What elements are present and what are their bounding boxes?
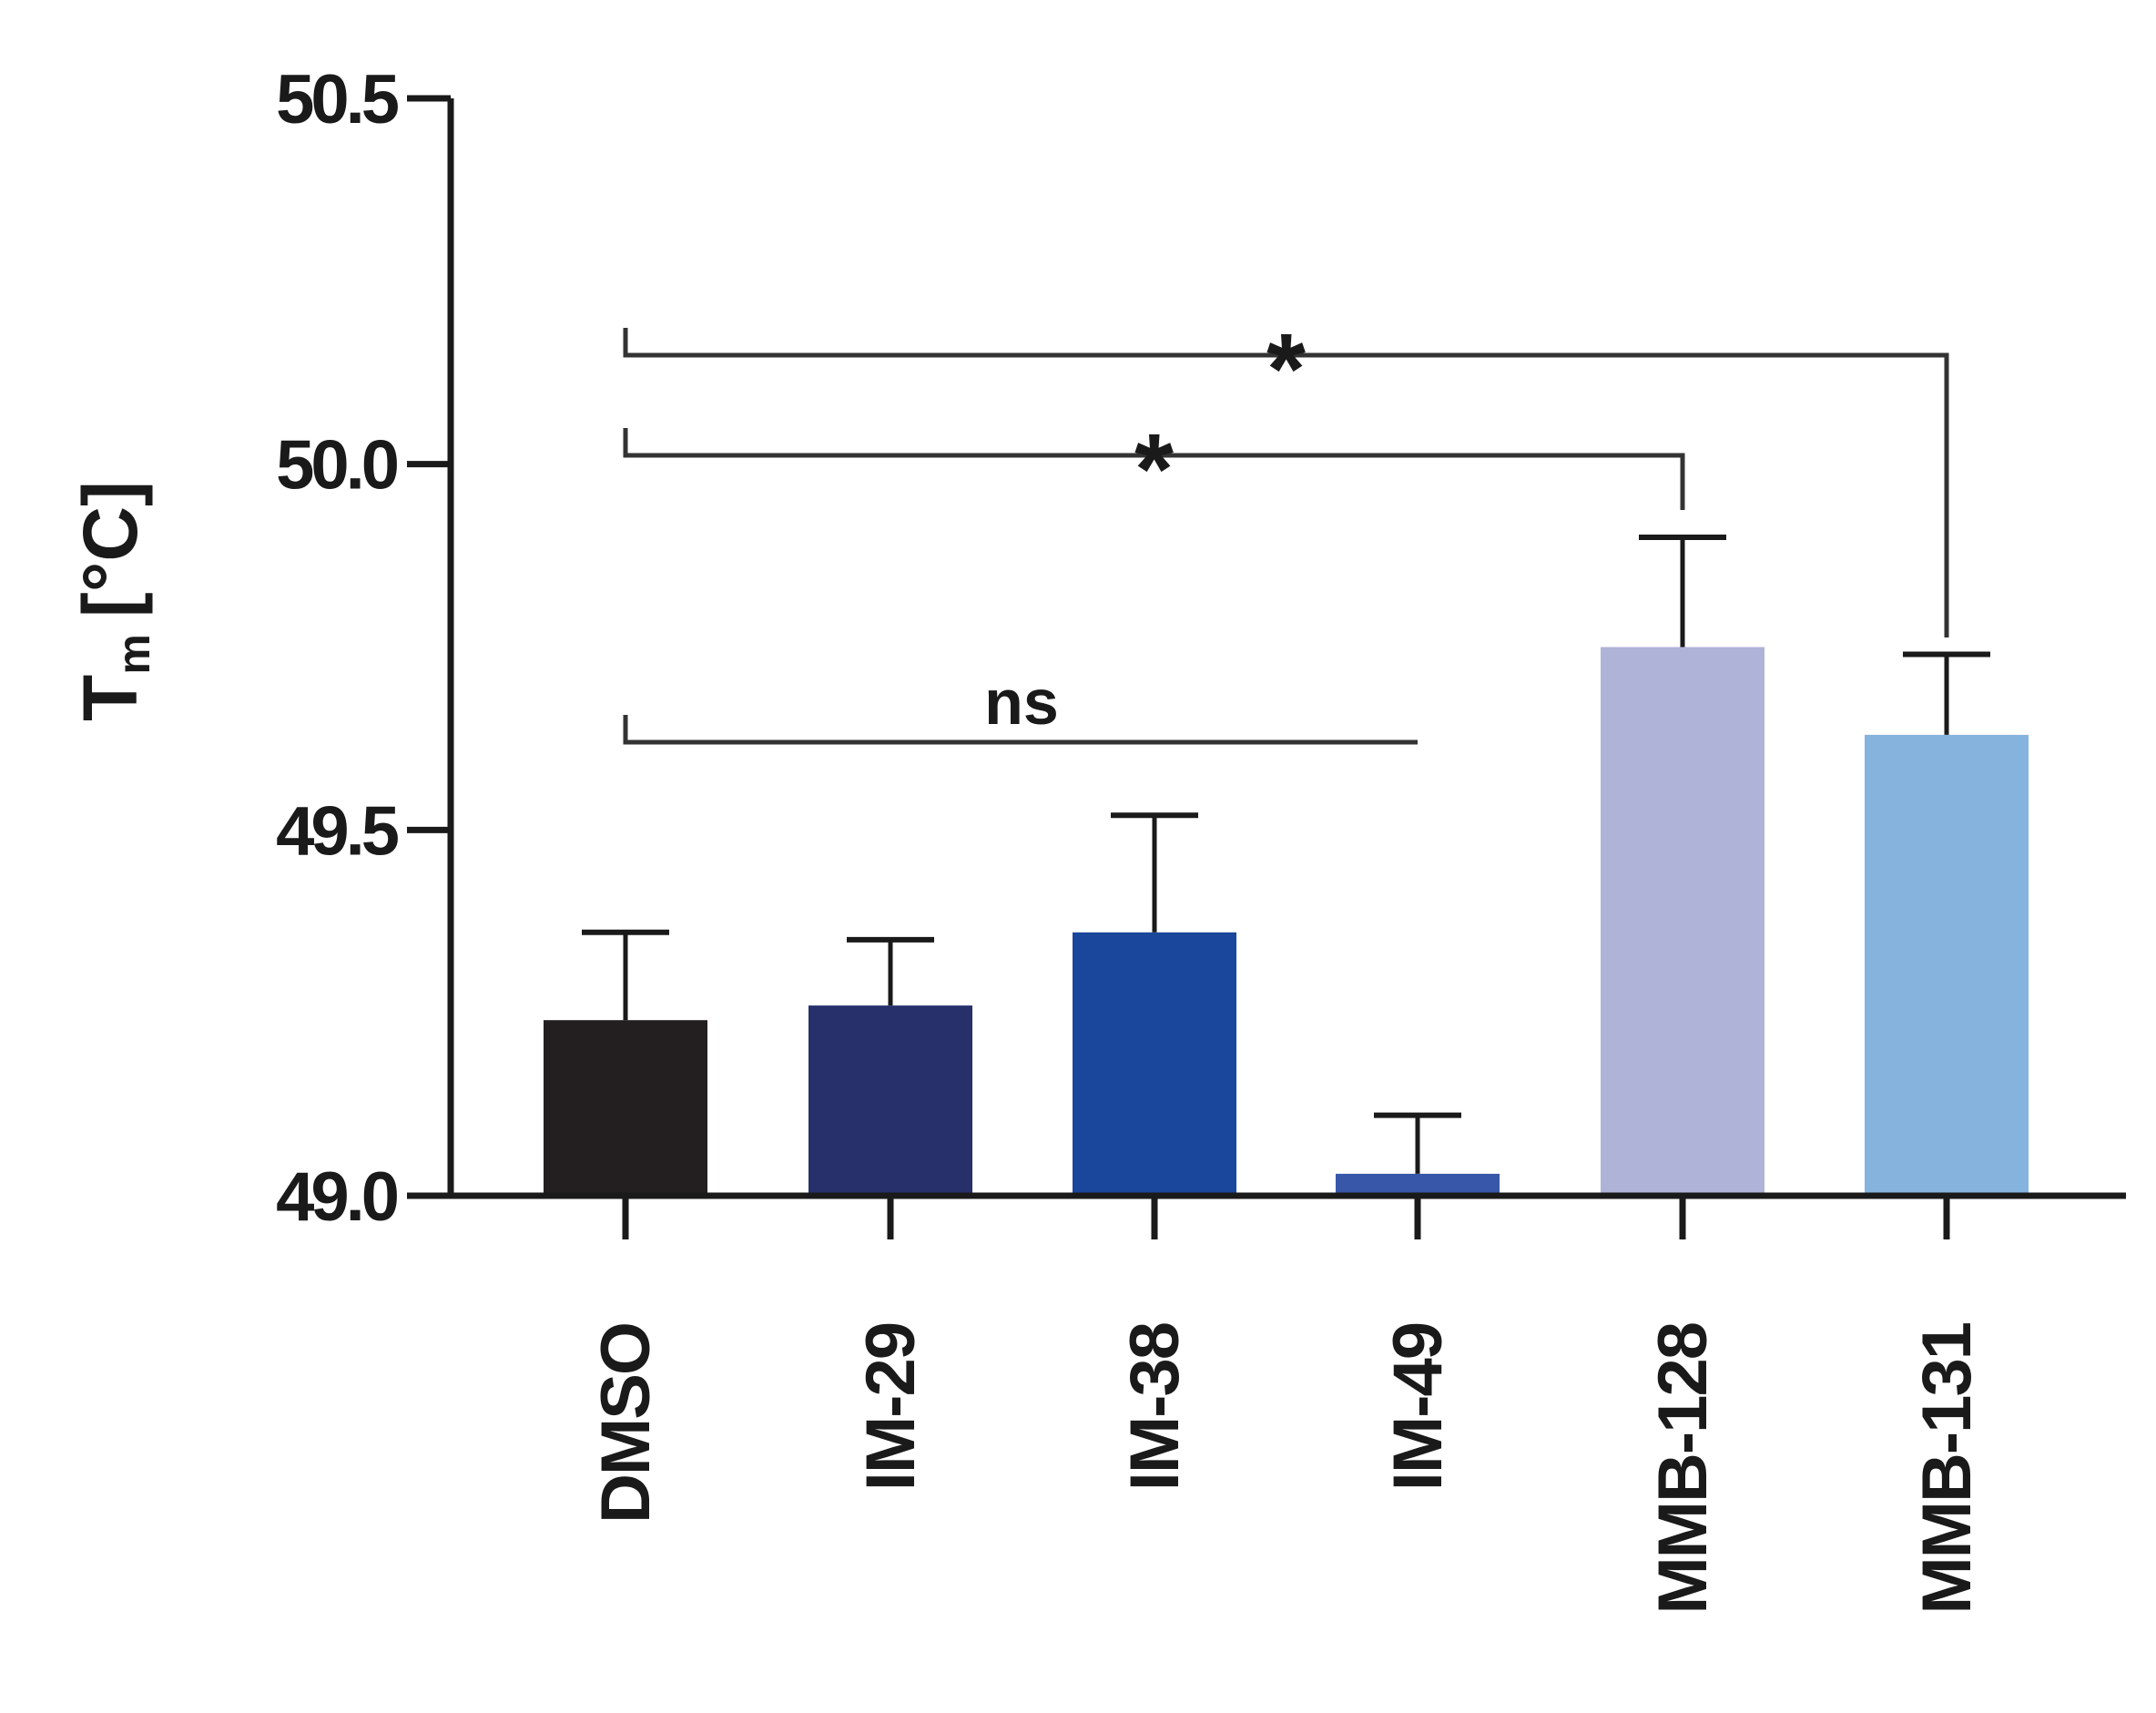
x-tick-label-mmb-131: MMB-131	[1908, 1322, 1986, 1614]
significance-label-im-49: ns	[984, 667, 1059, 738]
significance-group: ns * *	[623, 313, 1949, 745]
significance-bracket-mmb-128	[623, 428, 1685, 510]
x-tick-label-dmso: DMSO	[587, 1323, 665, 1524]
y-tick-label-2: 50.0	[276, 427, 398, 505]
x-tick-label-mmb-128: MMB-128	[1644, 1323, 1722, 1615]
y-axis-label: Tm [°C]	[67, 481, 159, 721]
bar-mmb-131	[1865, 734, 2029, 1196]
x-tick-label-im-49: IM-49	[1379, 1323, 1457, 1491]
y-tick-label-1: 49.5	[276, 792, 399, 870]
bar-im-38	[1073, 932, 1236, 1196]
significance-bracket-im-49	[623, 715, 1418, 745]
labels-group: DMSO IM-29 IM-38 IM-49 MMB-128 MMB-131 49.0 49.…	[276, 61, 1986, 1615]
y-tick-label-3: 50.5	[276, 61, 399, 138]
y-axis-label-subscript: m	[108, 634, 159, 674]
bar-dmso	[544, 1020, 707, 1196]
significance-label-mmb-128: *	[1134, 413, 1174, 525]
axes-group	[407, 95, 2126, 1239]
error-bars-group	[582, 535, 1990, 1174]
bar-im-29	[808, 1005, 972, 1196]
y-axis-label-main: T	[67, 675, 153, 721]
y-tick-label-0: 49.0	[276, 1158, 398, 1236]
bar-mmb-128	[1601, 647, 1764, 1196]
bars-group	[544, 647, 2029, 1196]
bar-im-49	[1336, 1173, 1500, 1196]
y-axis-label-unit: [°C]	[67, 481, 153, 617]
svg-text:Tm[°C]: Tm [°C]	[67, 481, 159, 721]
significance-bracket-mmb-131	[623, 328, 1949, 637]
significance-label-mmb-131: *	[1266, 313, 1306, 425]
x-tick-label-im-38: IM-38	[1116, 1323, 1194, 1491]
x-tick-label-im-29: IM-29	[852, 1323, 930, 1491]
